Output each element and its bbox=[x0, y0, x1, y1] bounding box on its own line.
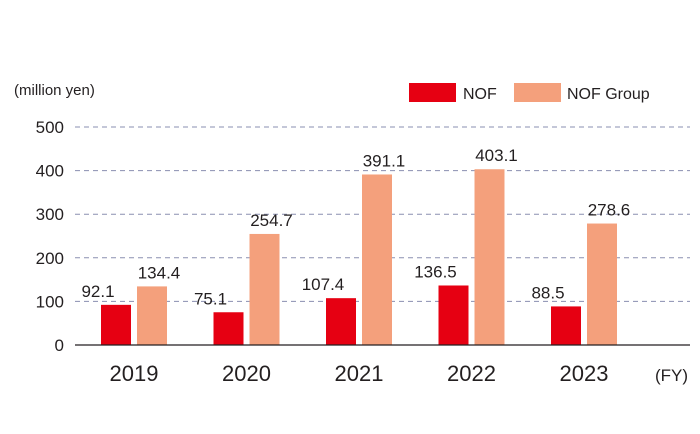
data-label: 136.5 bbox=[414, 262, 457, 281]
bar-nof-group-2019 bbox=[137, 286, 167, 345]
y-tick-label: 200 bbox=[36, 249, 64, 268]
bar-nof-2019 bbox=[101, 304, 131, 345]
bar-nof-group-2020 bbox=[249, 233, 280, 345]
legend-label-nof: NOF bbox=[463, 86, 497, 103]
x-tick-label: 2021 bbox=[335, 361, 384, 386]
x-axis-unit-label: (FY) bbox=[655, 366, 688, 385]
y-tick-label: 100 bbox=[36, 292, 64, 311]
x-axis-ticks: 2019 2020 2021 2022 2023 bbox=[110, 361, 609, 386]
data-label: 107.4 bbox=[302, 275, 345, 294]
legend: NOF NOF Group bbox=[409, 83, 650, 103]
y-tick-label: 400 bbox=[36, 162, 64, 181]
data-label: 134.4 bbox=[138, 263, 181, 282]
data-label: 403.1 bbox=[475, 146, 518, 165]
bar-nof-group-2023 bbox=[587, 223, 617, 345]
y-tick-label: 500 bbox=[36, 118, 64, 137]
bar-nof-2022 bbox=[438, 285, 469, 345]
data-label: 278.6 bbox=[588, 201, 631, 220]
bar-nof-group-2022 bbox=[474, 169, 505, 345]
legend-swatch-nof-group bbox=[514, 83, 561, 102]
legend-swatch-nof bbox=[409, 83, 456, 102]
data-label: 254.7 bbox=[250, 211, 293, 230]
data-label: 88.5 bbox=[531, 283, 564, 302]
y-axis-ticks: 0 100 200 300 400 500 bbox=[36, 118, 64, 355]
data-label: 92.1 bbox=[81, 282, 114, 301]
bar-nof-2021 bbox=[326, 298, 356, 345]
data-labels: 92.1 134.4 75.1 254.7 107.4 391.1 136.5 403.1 88… bbox=[81, 146, 630, 308]
y-axis-unit-label: (million yen) bbox=[14, 82, 95, 99]
x-tick-label: 2020 bbox=[222, 361, 271, 386]
x-tick-label: 2022 bbox=[447, 361, 496, 386]
y-tick-label: 0 bbox=[55, 336, 64, 355]
data-label: 75.1 bbox=[194, 289, 227, 308]
data-label: 391.1 bbox=[363, 151, 406, 170]
bar-nof-2020 bbox=[213, 312, 244, 345]
bar-nof-2023 bbox=[551, 306, 581, 345]
bar-nof-group-2021 bbox=[362, 174, 392, 345]
x-tick-label: 2019 bbox=[110, 361, 159, 386]
bars bbox=[101, 169, 617, 345]
x-tick-label: 2023 bbox=[560, 361, 609, 386]
y-tick-label: 300 bbox=[36, 205, 64, 224]
legend-label-nof-group: NOF Group bbox=[567, 86, 650, 103]
